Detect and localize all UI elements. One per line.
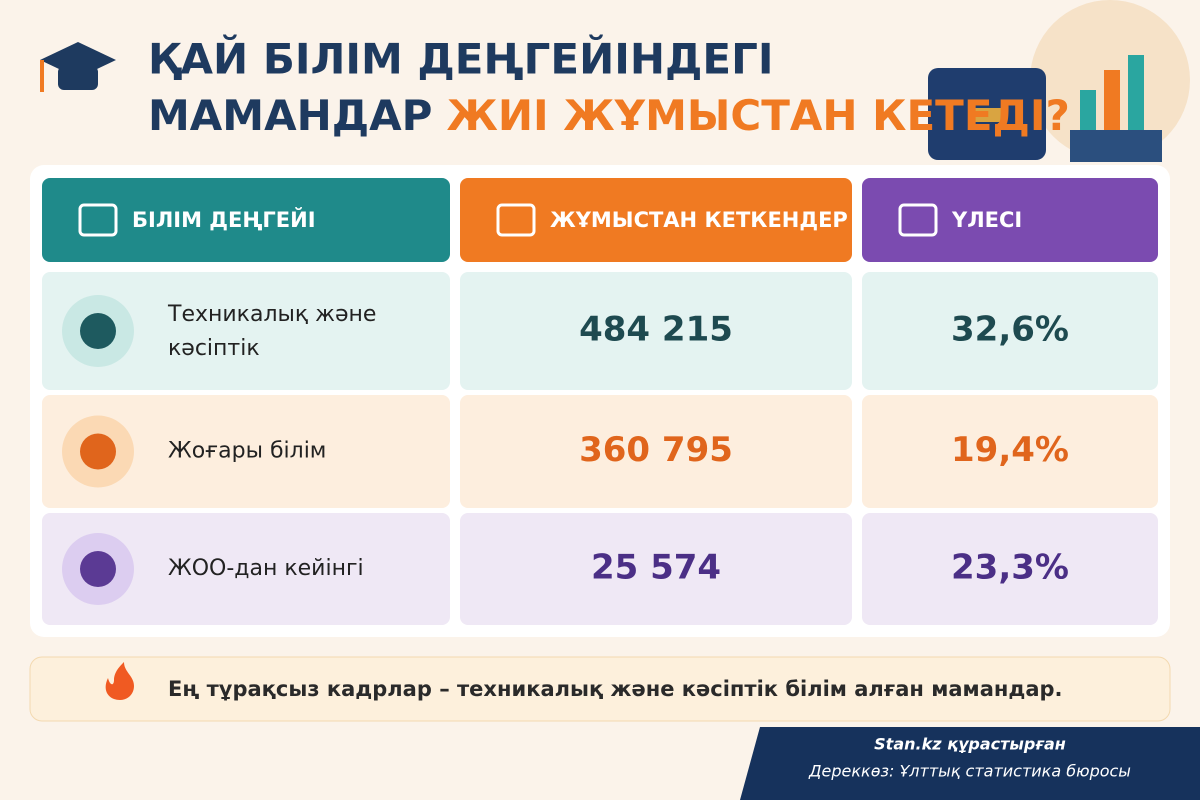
deco-books: [1070, 130, 1162, 162]
title-accent: ЖИІ ЖҰМЫСТАН КЕТЕДІ?: [446, 91, 1069, 140]
deco-bar: [1128, 55, 1144, 130]
row-label: Техникалық және кәсіптік: [167, 302, 376, 361]
header-cell: [42, 178, 450, 262]
table-cell: [862, 513, 1158, 625]
table-cell: [460, 272, 852, 390]
row-share: 32,6%: [951, 310, 1069, 350]
row-label: Жоғары білім: [168, 439, 326, 464]
title-line2: МАМАНДАР ЖИІ ЖҰМЫСТАН КЕТЕДІ?: [148, 91, 1070, 140]
header-cell: [862, 178, 1158, 262]
row-icon: [80, 433, 116, 470]
fire-icon: [105, 662, 134, 700]
cap-base: [58, 66, 98, 90]
briefcase-lock: [972, 108, 1002, 122]
row-share: 23,3%: [951, 548, 1069, 588]
header-label: БІЛІМ ДЕҢГЕЙІ: [132, 207, 316, 232]
credit-box: [740, 727, 1200, 800]
row-count: 360 795: [579, 430, 733, 470]
table-cell: [42, 395, 450, 508]
row-label: ЖОО-дан кейінгі: [168, 556, 364, 581]
credit-author: Stan.kz құрастырған: [874, 735, 1066, 754]
row-icon: [80, 551, 116, 587]
row-share: 19,4%: [951, 430, 1069, 470]
header-icon: [78, 203, 118, 237]
header-icon: [496, 203, 536, 237]
table-cell: [42, 272, 450, 390]
row-icon: [80, 313, 116, 349]
note-text: Ең тұрақсыз кадрлар – техникалық және кә…: [168, 677, 1063, 701]
table-cell: [460, 513, 852, 625]
header-label: ЖҰМЫСТАН КЕТКЕНДЕР: [550, 208, 848, 232]
table-cell: [862, 395, 1158, 508]
row-count: 25 574: [591, 548, 721, 588]
table-cell: [862, 272, 1158, 390]
row-count: 484 215: [579, 310, 733, 350]
deco-bar: [1104, 70, 1120, 130]
header-cell: [460, 178, 852, 262]
credit-source: Дереккөз: Ұлттық статистика бюросы: [808, 762, 1131, 781]
deco-bar: [1080, 90, 1096, 130]
table-cell: [460, 395, 852, 508]
table-cell: [42, 513, 450, 625]
title-line1: ҚАЙ БІЛІМ ДЕҢГЕЙІНДЕГІ: [148, 34, 774, 84]
header-icon: [898, 203, 938, 237]
note-box: [29, 656, 1171, 722]
header-label: ҮЛЕСІ: [951, 208, 1022, 232]
title-dark: МАМАНДАР: [148, 91, 432, 140]
